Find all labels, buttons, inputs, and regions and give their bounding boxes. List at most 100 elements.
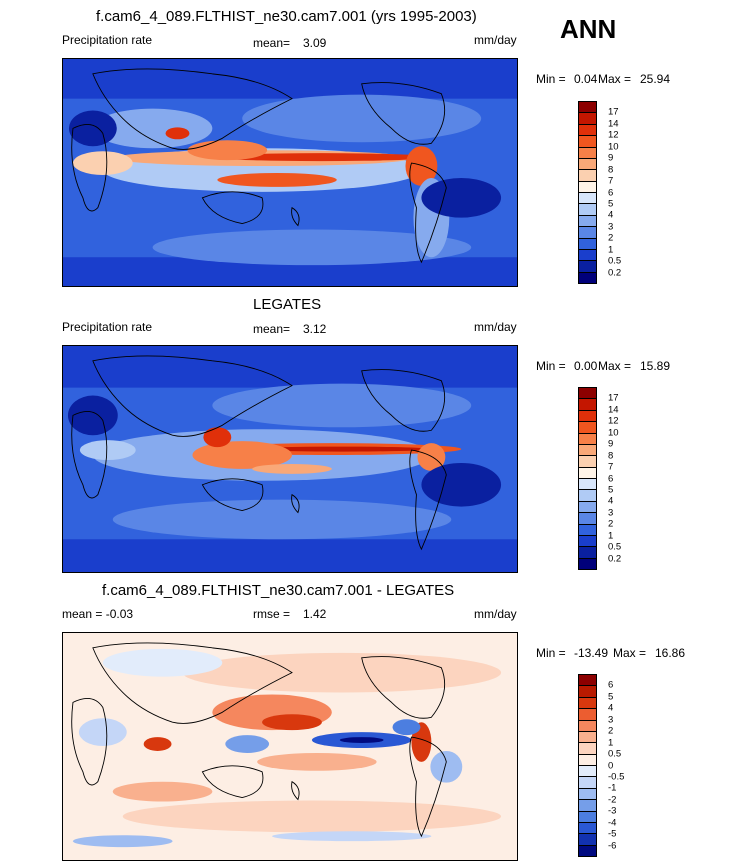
panel-1-colorbar-cell	[579, 193, 596, 205]
panel-3-colorbar-tick-label: -3	[608, 805, 617, 817]
panel-3-colorbar-cell	[579, 834, 596, 846]
panel-1-colorbar-tick-label: 10	[608, 141, 619, 153]
panel-2-colorbar-tick-label: 4	[608, 495, 614, 507]
panel-2-colorbar-cell	[579, 513, 596, 525]
panel-2-colorbar-tick-label: 1	[608, 530, 614, 542]
panel-1-colorbar-cell	[579, 113, 596, 125]
panel-2-colorbar-tick-label: 17	[608, 392, 619, 404]
panel-2-mean-prefix: mean=	[253, 322, 291, 336]
panel-2-title: LEGATES	[253, 296, 322, 313]
panel-1-max-value: 25.94	[640, 72, 671, 86]
panel-2-colorbar-tick-label: 7	[608, 461, 614, 473]
panel-3-colorbar-cell	[579, 766, 596, 778]
panel-1-colorbar-tick-label: 0.5	[608, 255, 622, 267]
panel-1-colorbar-tick-label: 12	[608, 129, 619, 141]
panel-2-units: mm/day	[474, 320, 517, 334]
panel-1-title: f.cam6_4_089.FLTHIST_ne30.cam7.001 (yrs …	[96, 8, 477, 25]
panel-3-colorbar-cell	[579, 743, 596, 755]
panel-2-map-svg	[63, 346, 517, 572]
panel-1-colorbar-tick-label: 1	[608, 244, 614, 256]
panel-2-colorbar-tick-label: 10	[608, 427, 619, 439]
panel-1-colorbar-tick-label: 14	[608, 118, 619, 130]
season-label: ANN	[560, 14, 617, 44]
panel-1-colorbar-cell	[579, 261, 596, 273]
panel-3-mean-label: mean = -0.03	[62, 607, 134, 621]
panel-1-colorbar-tick-label: 2	[608, 232, 614, 244]
panel-1-colorbar-tick-label: 9	[608, 152, 614, 164]
panel-3-map	[62, 632, 518, 861]
panel-2-colorbar-tick-label: 12	[608, 415, 619, 427]
panel-2-colorbar-cell	[579, 535, 596, 548]
panel-3-colorbar-tick-label: 4	[608, 702, 614, 714]
panel-1-colorbar-cell	[579, 238, 596, 250]
panel-3-colorbar-cell	[579, 709, 596, 721]
panel-3-colorbar-cell	[579, 697, 596, 710]
panel-2-colorbar-tick-label: 9	[608, 438, 614, 450]
panel-3-colorbar-tick-label: -1	[608, 782, 617, 794]
panel-3-colorbar-tick-label: -6	[608, 840, 617, 852]
panel-2-colorbar-tick-label: 0.5	[608, 541, 622, 553]
panel-3-map-svg	[63, 633, 517, 860]
panel-3-min-value: -13.49	[574, 646, 609, 660]
panel-1-colorbar-tick-label: 3	[608, 221, 614, 233]
panel-1-colorbar-cell	[579, 102, 596, 114]
panel-1-colorbar-cell	[579, 272, 596, 283]
panel-2-variable-label: Precipitation rate	[62, 320, 153, 334]
panel-1-colorbar-cell	[579, 181, 596, 193]
panel-3-colorbar-cell	[579, 811, 596, 823]
panel-3-colorbar-tick-label: -4	[608, 817, 617, 829]
panel-2-colorbar-tick-label: 6	[608, 473, 614, 484]
panel-1-colorbar-cell	[579, 227, 596, 239]
panel-3-colorbar-tick-label: -0.5	[608, 771, 625, 783]
panel-1-colorbar-cell	[579, 124, 596, 137]
panel-2-colorbar-cell	[579, 558, 596, 569]
panel-3-colorbar-tick-label: -5	[608, 828, 617, 840]
panel-1-colorbar-tick-label: 4	[608, 209, 614, 221]
panel-1-colorbar	[578, 101, 597, 284]
panel-3-colorbar-cell	[579, 686, 596, 698]
panel-3-colorbar-cell	[579, 822, 596, 835]
panel-2-colorbar-cell	[579, 399, 596, 411]
panel-1-min-label: Min =	[536, 72, 566, 86]
panel-2-colorbar-cell	[579, 524, 596, 536]
panel-3-colorbar	[578, 674, 597, 857]
panel-2-colorbar-cell	[579, 433, 596, 445]
panel-2-colorbar-cell	[579, 490, 596, 502]
panel-2-colorbar-cell	[579, 467, 596, 479]
panel-3-colorbar-tick-label: 1	[608, 737, 614, 749]
panel-3-colorbar-cell	[579, 788, 596, 801]
panel-3-colorbar-tick-label: 0	[608, 760, 614, 771]
panel-3-max-label: Max =	[613, 646, 647, 660]
panel-1-min-value: 0.04	[574, 72, 598, 86]
panel-3-units: mm/day	[474, 607, 517, 621]
panel-2-colorbar-tick-label: 14	[608, 404, 619, 416]
panel-2-colorbar-cell	[579, 410, 596, 423]
panel-1-colorbar-tick-label: 5	[608, 198, 614, 210]
panel-2-colorbar-cell	[579, 456, 596, 468]
panel-1-map	[62, 58, 518, 287]
panel-3-rmse-prefix: rmse =	[253, 607, 291, 621]
panel-2-colorbar-tick-label: 3	[608, 507, 614, 519]
panel-1-colorbar-tick-label: 7	[608, 175, 614, 187]
panel-1-colorbar-tick-label: 0.2	[608, 267, 622, 279]
panel-1-mean-prefix: mean=	[253, 36, 291, 50]
panel-2-colorbar	[578, 387, 597, 570]
panel-2-colorbar-tick-label: 0.2	[608, 553, 622, 565]
panel-1-mean-value: 3.09	[303, 36, 327, 50]
panel-3-colorbar-tick-label: 0.5	[608, 748, 622, 760]
panel-1-units: mm/day	[474, 33, 517, 47]
panel-2-colorbar-tick-label: 8	[608, 450, 614, 462]
panel-3-colorbar-cell	[579, 731, 596, 744]
panel-1-colorbar-tick-label: 17	[608, 106, 619, 118]
panel-3-colorbar-tick-label: 2	[608, 725, 614, 737]
panel-2-map	[62, 345, 518, 573]
panel-3-colorbar-cell	[579, 800, 596, 812]
panel-3-rmse-value: 1.42	[303, 607, 327, 621]
panel-1-colorbar-cell	[579, 147, 596, 159]
panel-2-colorbar-cell	[579, 444, 596, 457]
panel-1-map-svg	[63, 59, 517, 286]
panel-2-colorbar-cell	[579, 388, 596, 400]
panel-1-colorbar-cell	[579, 249, 596, 262]
panel-2-colorbar-cell	[579, 479, 596, 491]
panel-1-colorbar-cell	[579, 204, 596, 216]
